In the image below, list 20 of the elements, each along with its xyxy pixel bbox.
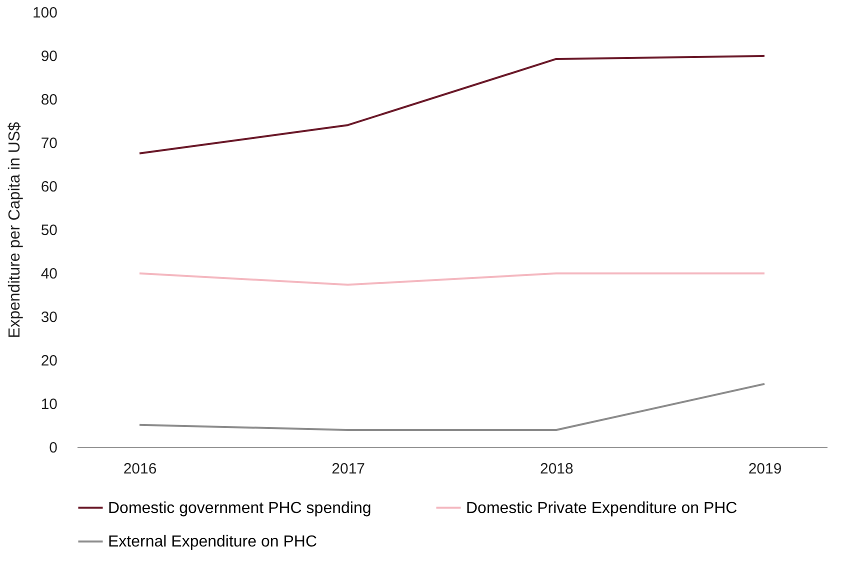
legend-label: Domestic Private Expenditure on PHC bbox=[466, 500, 738, 517]
y-tick-label: 100 bbox=[32, 4, 58, 22]
legend-label: External Expenditure on PHC bbox=[108, 534, 317, 550]
y-tick-label: 60 bbox=[40, 178, 58, 196]
y-tick-label: 80 bbox=[40, 92, 58, 108]
y-tick-label: 90 bbox=[40, 48, 58, 65]
y-tick-label: 30 bbox=[40, 309, 58, 326]
y-tick-label: 40 bbox=[40, 266, 58, 282]
y-axis-title: Expenditure per Capita in US$ bbox=[6, 122, 24, 338]
y-tick-label: 70 bbox=[40, 135, 58, 152]
x-tick-label: 2017 bbox=[332, 460, 366, 478]
y-tick-label: 20 bbox=[40, 352, 58, 370]
x-tick-label: 2018 bbox=[540, 460, 574, 478]
y-tick-label: 10 bbox=[40, 396, 58, 413]
line-series bbox=[138, 54, 766, 154]
y-tick-label: 0 bbox=[49, 440, 58, 456]
x-tick-label: 2016 bbox=[123, 460, 157, 478]
y-tick-label: 50 bbox=[40, 222, 58, 239]
legend-label: Domestic government PHC spending bbox=[108, 500, 372, 517]
x-tick-label: 2019 bbox=[748, 460, 782, 478]
